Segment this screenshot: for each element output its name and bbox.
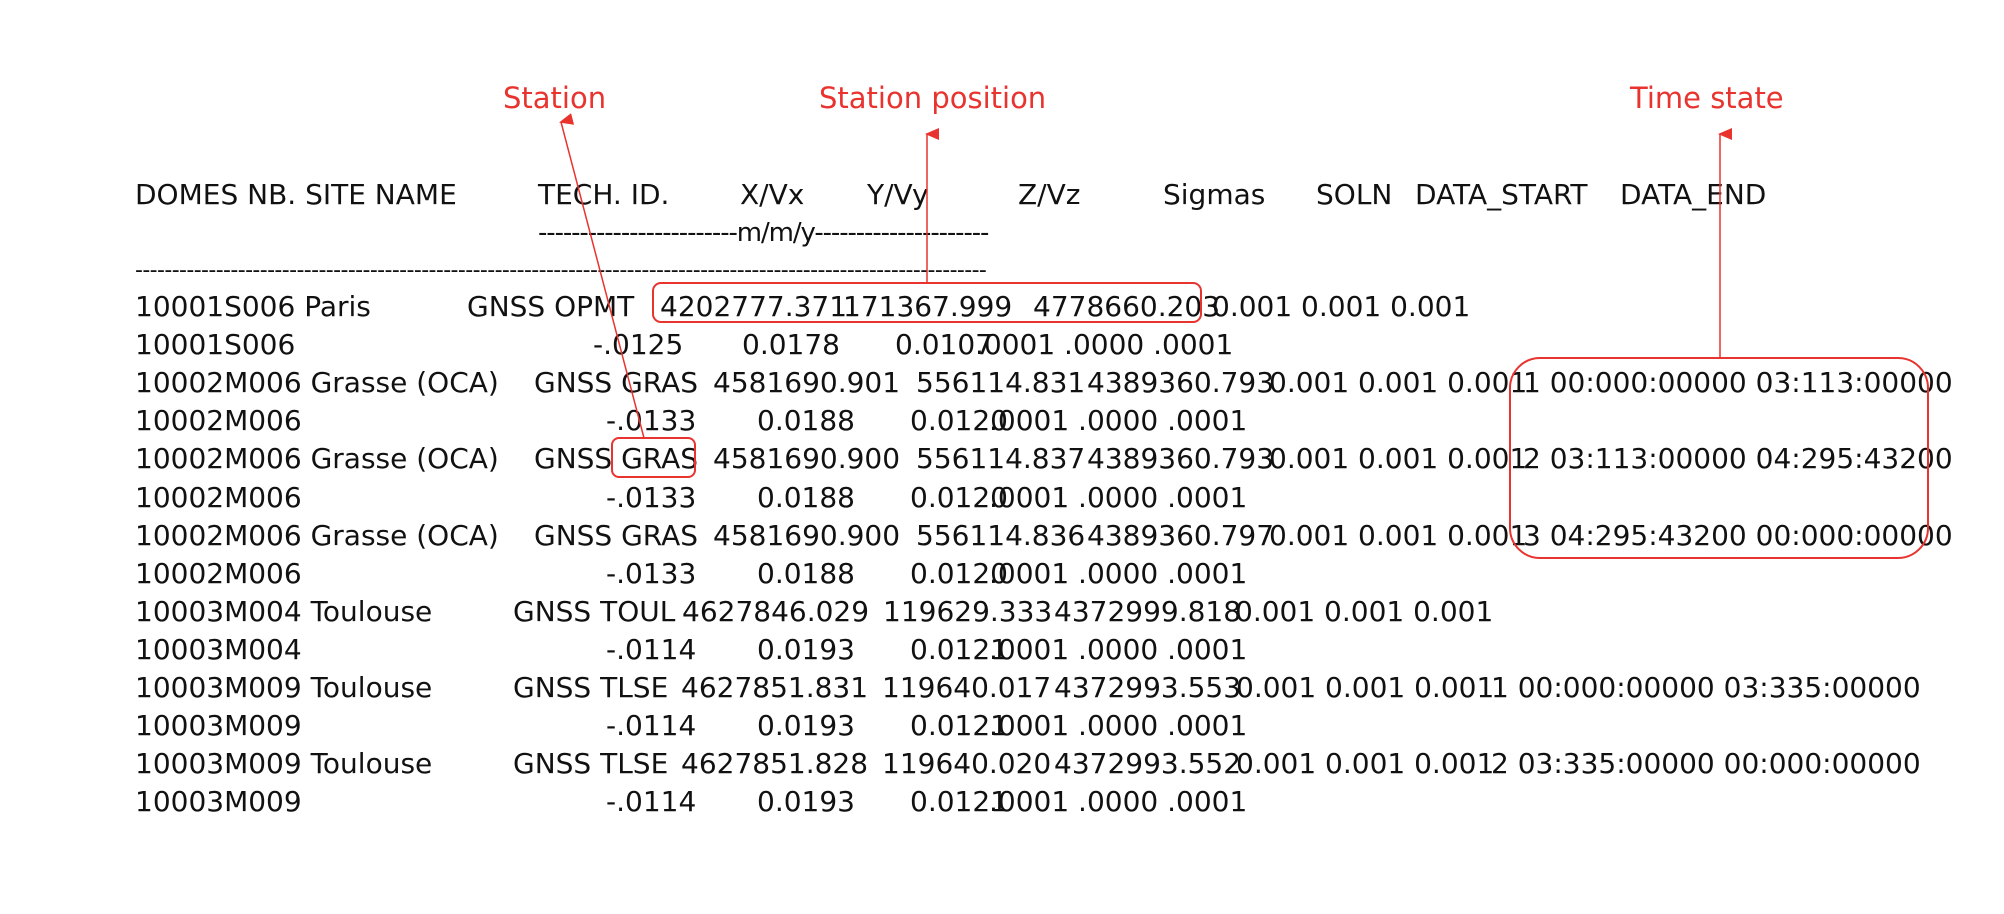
row-site-id: 10002M006 — [135, 404, 302, 437]
annotation-station-position-label: Station position — [819, 81, 1047, 115]
row-x: 4581690.900 — [713, 442, 901, 475]
row-z: 4389360.797 — [1087, 519, 1275, 552]
header-domes-site-name: DOMES NB. SITE NAME — [135, 178, 457, 211]
row-solution-interval: 1 00:000:00000 03:335:00000 — [1491, 671, 1921, 704]
row-vz: 0.0121 — [910, 633, 1008, 666]
header-data-start: DATA_START — [1415, 178, 1588, 211]
row-vx: -.0114 — [606, 785, 697, 818]
header-data-end: DATA_END — [1620, 178, 1767, 211]
row-z: 4372993.552 — [1054, 747, 1242, 780]
row-x: 4627851.831 — [681, 671, 869, 704]
annotation-time-state-label: Time state — [1630, 81, 1784, 115]
row-z: 4389360.793 — [1087, 442, 1275, 475]
row-z: 4372993.553 — [1054, 671, 1242, 704]
row-site-id: 10003M004 Toulouse — [135, 595, 433, 628]
header-tech-id: TECH. ID. — [538, 178, 670, 211]
row-site-id: 10003M004 — [135, 633, 302, 666]
row-vz: 0.0120 — [910, 481, 1008, 514]
row-sigmas: 0.001 0.001 0.001 — [1235, 595, 1494, 628]
row-y: 556114.836 — [916, 519, 1086, 552]
row-site-id: 10002M006 Grasse (OCA) — [135, 442, 499, 475]
row-vel-sigmas: .0001 .0000 .0001 — [975, 328, 1234, 361]
row-solution-interval: 1 00:000:00000 03:113:00000 — [1523, 366, 1953, 399]
row-site-id: 10001S006 Paris — [135, 290, 371, 323]
header-soln: SOLN — [1316, 178, 1393, 211]
row-vel-sigmas: .0001 .0000 .0001 — [989, 709, 1248, 742]
row-vy: 0.0193 — [757, 633, 855, 666]
row-vy: 0.0188 — [757, 404, 855, 437]
row-y: 556114.837 — [916, 442, 1086, 475]
row-z: 4389360.793 — [1087, 366, 1275, 399]
row-vz: 0.0121 — [910, 785, 1008, 818]
row-vx: -.0133 — [606, 481, 697, 514]
row-vz: 0.0120 — [910, 557, 1008, 590]
row-site-id: 10002M006 Grasse (OCA) — [135, 519, 499, 552]
row-y: 171367.999 — [843, 290, 1013, 323]
row-vy: 0.0188 — [757, 557, 855, 590]
row-sigmas: 0.001 0.001 0.001 — [1269, 366, 1528, 399]
header-units-line: ------------------------m/m/y-----------… — [538, 218, 989, 248]
row-vx: -.0133 — [606, 557, 697, 590]
row-sigmas: 0.001 0.001 0.001 — [1236, 671, 1495, 704]
row-sigmas: 0.001 0.001 0.001 — [1269, 442, 1528, 475]
row-y: 119640.017 — [882, 671, 1052, 704]
row-vy: 0.0188 — [757, 481, 855, 514]
row-site-id: 10001S006 — [135, 328, 296, 361]
row-x: 4202777.371 — [660, 290, 848, 323]
row-x: 4627846.029 — [682, 595, 870, 628]
row-site-id: 10003M009 Toulouse — [135, 747, 433, 780]
row-x: 4581690.900 — [713, 519, 901, 552]
row-tech-id: GNSS GRAS — [534, 442, 699, 475]
row-site-id: 10003M009 — [135, 709, 302, 742]
row-site-id: 10003M009 — [135, 785, 302, 818]
row-solution-interval: 3 04:295:43200 00:000:00000 — [1523, 519, 1953, 552]
header-x-vx: X/Vx — [740, 178, 805, 211]
row-x: 4627851.828 — [681, 747, 869, 780]
row-sigmas: 0.001 0.001 0.001 — [1236, 747, 1495, 780]
row-vx: -.0133 — [606, 404, 697, 437]
row-solution-interval: 2 03:335:00000 00:000:00000 — [1491, 747, 1921, 780]
row-vy: 0.0178 — [742, 328, 840, 361]
row-vel-sigmas: .0001 .0000 .0001 — [989, 785, 1248, 818]
row-site-id: 10002M006 Grasse (OCA) — [135, 366, 499, 399]
row-vz: 0.0120 — [910, 404, 1008, 437]
row-vx: -.0125 — [593, 328, 684, 361]
row-tech-id: GNSS OPMT — [467, 290, 635, 323]
row-x: 4581690.901 — [713, 366, 901, 399]
row-tech-id: GNSS GRAS — [534, 519, 699, 552]
row-vx: -.0114 — [606, 709, 697, 742]
row-sigmas: 0.001 0.001 0.001 — [1269, 519, 1528, 552]
row-y: 119640.020 — [882, 747, 1052, 780]
row-vz: 0.0121 — [910, 709, 1008, 742]
row-vz: 0.0107 — [895, 328, 993, 361]
row-z: 4372999.818 — [1054, 595, 1242, 628]
header-separator: ----------------------------------------… — [135, 258, 987, 283]
row-site-id: 10002M006 — [135, 481, 302, 514]
row-vx: -.0114 — [606, 633, 697, 666]
annotation-station-label: Station — [503, 81, 607, 115]
row-vel-sigmas: .0001 .0000 .0001 — [989, 633, 1248, 666]
header-y-vy: Y/Vy — [867, 178, 929, 211]
header-z-vz: Z/Vz — [1018, 178, 1081, 211]
row-vy: 0.0193 — [757, 709, 855, 742]
row-tech-id: GNSS TOUL — [513, 595, 676, 628]
row-solution-interval: 2 03:113:00000 04:295:43200 — [1523, 442, 1953, 475]
row-y: 556114.831 — [916, 366, 1086, 399]
row-vel-sigmas: .0001 .0000 .0001 — [989, 557, 1248, 590]
row-tech-id: GNSS TLSE — [513, 671, 669, 704]
row-z: 4778660.203 — [1033, 290, 1221, 323]
row-vel-sigmas: .0001 .0000 .0001 — [989, 404, 1248, 437]
row-sigmas: 0.001 0.001 0.001 — [1212, 290, 1471, 323]
header-sigmas: Sigmas — [1163, 178, 1266, 211]
row-y: 119629.333 — [883, 595, 1053, 628]
row-tech-id: GNSS TLSE — [513, 747, 669, 780]
row-tech-id: GNSS GRAS — [534, 366, 699, 399]
row-site-id: 10002M006 — [135, 557, 302, 590]
row-vel-sigmas: .0001 .0000 .0001 — [989, 481, 1248, 514]
row-site-id: 10003M009 Toulouse — [135, 671, 433, 704]
row-vy: 0.0193 — [757, 785, 855, 818]
